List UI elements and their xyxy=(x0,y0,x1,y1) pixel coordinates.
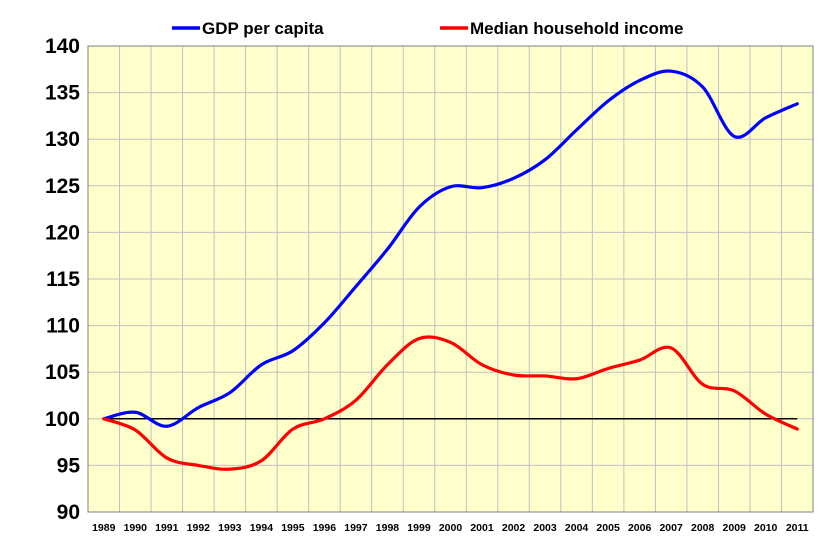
x-tick-label: 1994 xyxy=(250,522,274,534)
x-tick-label: 2005 xyxy=(596,522,620,534)
y-tick-label: 90 xyxy=(57,501,80,524)
x-tick-label: 1996 xyxy=(313,522,337,534)
x-tick-label: 1995 xyxy=(281,522,305,534)
x-tick-label: 2008 xyxy=(691,522,715,534)
y-tick-label: 95 xyxy=(57,454,81,477)
series-lines xyxy=(102,69,799,471)
y-tick-label: 140 xyxy=(45,35,80,58)
x-tick-label: 2007 xyxy=(659,522,683,534)
x-tick-label: 1991 xyxy=(155,522,179,534)
y-tick-label: 130 xyxy=(45,128,80,151)
plot-border xyxy=(87,45,814,513)
x-tick-label: 2009 xyxy=(723,522,747,534)
legend-item-gdp: GDP per capita xyxy=(172,19,324,38)
x-tick-label: 1997 xyxy=(344,522,368,534)
x-tick-label: 2000 xyxy=(439,522,463,534)
x-tick-label: 1990 xyxy=(124,522,148,534)
x-tick-label: 2011 xyxy=(786,522,809,534)
y-tick-label: 120 xyxy=(45,221,80,244)
series-line-median-household-income xyxy=(102,335,799,471)
legend-label-income: Median household income xyxy=(470,19,683,38)
legend-item-income: Median household income xyxy=(440,19,683,38)
x-tick-label: 2003 xyxy=(533,522,557,534)
y-tick-label: 115 xyxy=(46,268,80,291)
x-tick-label: 2006 xyxy=(628,522,652,534)
x-tick-label: 1993 xyxy=(218,522,242,534)
y-tick-label: 110 xyxy=(46,315,80,338)
y-axis-tick-labels: 90 95 100 105 110 115 120 125 130 135 140 xyxy=(45,35,80,524)
x-axis-tick-labels: 1989 1990 1991 1992 1993 1994 1995 1996 1997 1998… xyxy=(92,522,809,534)
y-tick-label: 135 xyxy=(45,82,80,105)
x-tick-label: 1998 xyxy=(376,522,400,534)
legend-label-gdp: GDP per capita xyxy=(202,19,324,38)
x-tick-label: 2004 xyxy=(565,522,589,534)
series-line-gdp-per-capita xyxy=(102,69,799,428)
x-tick-label: 2002 xyxy=(502,522,526,534)
y-tick-label: 100 xyxy=(45,408,80,431)
x-tick-label: 1999 xyxy=(407,522,431,534)
x-tick-label: 2001 xyxy=(470,522,494,534)
legend: GDP per capita Median household income xyxy=(172,19,683,38)
x-tick-label: 2010 xyxy=(754,522,778,534)
x-tick-label: 1992 xyxy=(187,522,211,534)
x-tick-label: 1989 xyxy=(92,522,116,534)
y-tick-label: 125 xyxy=(45,175,80,198)
y-tick-label: 105 xyxy=(45,361,80,384)
